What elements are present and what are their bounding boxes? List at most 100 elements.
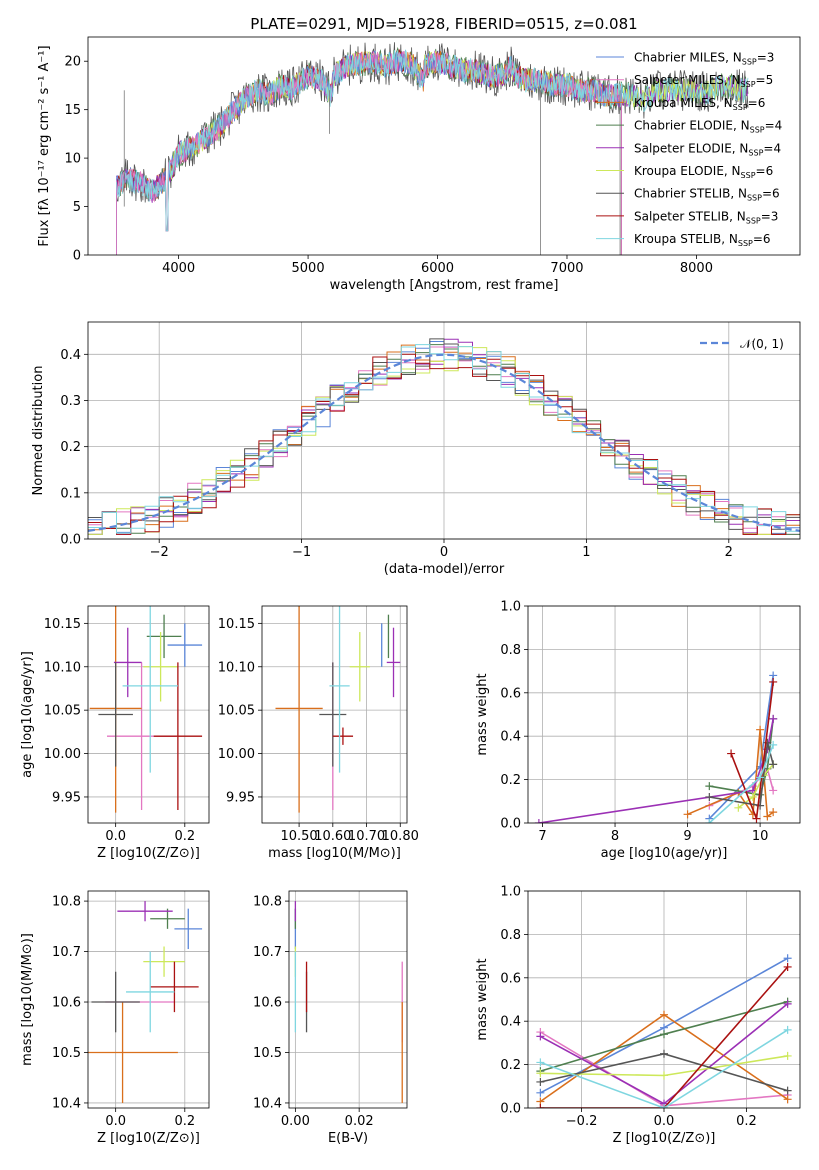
errorbar-point bbox=[91, 971, 140, 1033]
y-tick-label: 15 bbox=[64, 103, 81, 118]
errorbar-point bbox=[150, 908, 185, 929]
massweight-line bbox=[709, 718, 774, 796]
axes-frame bbox=[87, 36, 801, 256]
massweight-marker bbox=[705, 792, 714, 801]
massweight-marker bbox=[660, 1104, 668, 1108]
plot-area bbox=[534, 671, 778, 823]
errorbar-point bbox=[146, 614, 182, 659]
x-tick-label: 0.2 bbox=[174, 1114, 195, 1129]
y-tick-label: 1.0 bbox=[500, 885, 521, 900]
legend-entry: Salpeter ELODIE, NSSP=4 bbox=[634, 141, 781, 157]
y-tick-label: 10.00 bbox=[218, 747, 255, 762]
histogram-step bbox=[88, 338, 800, 530]
massweight-marker bbox=[769, 786, 778, 795]
x-tick-label: 8 bbox=[611, 829, 619, 844]
massweight-marker bbox=[783, 1025, 792, 1034]
errorbar-point bbox=[275, 606, 323, 813]
y-tick-label: 0.8 bbox=[500, 928, 521, 943]
massweight-marker bbox=[756, 773, 765, 782]
x-tick-label: 0.0 bbox=[105, 829, 126, 844]
massweight-marker bbox=[769, 714, 778, 723]
spectrum-line-chabrier-miles bbox=[116, 50, 622, 255]
x-axis-label: mass [log10(M/M⊙)] bbox=[268, 846, 401, 861]
legend-entry: Salpeter STELIB, NSSP=3 bbox=[634, 209, 778, 225]
massweight-marker bbox=[660, 1010, 668, 1019]
massweight-marker bbox=[763, 812, 772, 821]
y-tick-label: 0.0 bbox=[500, 817, 521, 832]
massweight-marker bbox=[783, 1051, 792, 1060]
massweight-line bbox=[538, 718, 774, 823]
y-tick-label: 0.8 bbox=[500, 643, 521, 658]
plot-area bbox=[89, 606, 203, 813]
x-tick-label: −1 bbox=[292, 545, 311, 560]
y-tick-label: 0.2 bbox=[60, 440, 81, 455]
legend-entry: Kroupa STELIB, NSSP=6 bbox=[634, 232, 771, 248]
massweight-line bbox=[687, 729, 774, 819]
errorbar-point bbox=[117, 901, 173, 922]
errorbar-point bbox=[150, 961, 199, 1013]
errorbar-point bbox=[98, 662, 133, 767]
y-tick-label: 10.10 bbox=[44, 660, 81, 675]
massweight-marker bbox=[536, 1058, 545, 1067]
errorbar-point bbox=[174, 908, 203, 950]
x-axis-label: age [log10(age/yr)] bbox=[601, 846, 728, 861]
y-tick-label: 10.7 bbox=[52, 945, 81, 960]
y-axis-label: age [log10(age/yr)] bbox=[20, 651, 35, 778]
chart-age_vs_Z: 0.0 0.2 9.95 10.00 10.05 10.10 10.15 Z [log10(Z… bbox=[20, 605, 210, 861]
legend-entry: Kroupa ELODIE, NSSP=6 bbox=[634, 164, 773, 180]
plot-area bbox=[88, 901, 203, 1103]
massweight-marker bbox=[683, 810, 692, 819]
y-tick-label: 10.8 bbox=[253, 895, 282, 910]
y-tick-label: 0.1 bbox=[60, 486, 81, 501]
x-tick-label: −0.2 bbox=[566, 1114, 598, 1129]
x-tick-label: 10.70 bbox=[348, 829, 385, 844]
y-tick-label: 10 bbox=[64, 152, 81, 167]
massweight-marker bbox=[748, 792, 757, 801]
x-tick-label: 8000 bbox=[680, 261, 713, 276]
errorbar-point bbox=[167, 623, 203, 667]
axes-frame bbox=[87, 321, 801, 540]
plot-area bbox=[116, 42, 749, 255]
axes-frame bbox=[87, 605, 210, 824]
y-tick-label: 10.6 bbox=[253, 996, 282, 1011]
massweight-marker bbox=[769, 808, 778, 817]
massweight-marker bbox=[536, 1069, 545, 1078]
errorbar-point bbox=[122, 606, 178, 773]
histogram-step bbox=[88, 338, 800, 535]
x-tick-label: 0.0 bbox=[654, 1114, 675, 1129]
errorbar-point bbox=[113, 627, 142, 698]
x-tick-label: 9 bbox=[683, 829, 691, 844]
y-axis-label: mass [log10(M/M⊙)] bbox=[20, 933, 35, 1066]
y-tick-label: 10.10 bbox=[218, 660, 255, 675]
y-tick-label: 0.4 bbox=[500, 730, 521, 745]
y-tick-label: 10.5 bbox=[253, 1046, 282, 1061]
plot-area bbox=[536, 954, 792, 1108]
y-tick-label: 10.15 bbox=[44, 617, 81, 632]
chart-massweight_vs_age: 7 8 9 10 0.0 0.2 0.4 0.6 0.8 1.0 age [log10(age/yr… bbox=[475, 600, 801, 861]
errorbar-point bbox=[332, 727, 354, 745]
y-axis-label: mass weight bbox=[475, 958, 490, 1040]
y-tick-label: 10.4 bbox=[253, 1096, 282, 1111]
y-tick-label: 0.0 bbox=[60, 533, 81, 548]
y-tick-label: 0.4 bbox=[60, 348, 81, 363]
legend-entry: Chabrier ELODIE, NSSP=4 bbox=[634, 119, 782, 135]
errorbar-point bbox=[319, 662, 347, 767]
massweight-marker bbox=[536, 1032, 545, 1041]
massweight-marker bbox=[783, 1095, 792, 1104]
x-axis-label: Z [log10(Z/Z⊙)] bbox=[613, 1131, 716, 1146]
spectrum-line-kroupa-stelib bbox=[116, 49, 749, 232]
errorbar-point bbox=[153, 662, 203, 810]
y-tick-label: 10.8 bbox=[52, 895, 81, 910]
x-axis-label: E(B-V) bbox=[328, 1131, 368, 1146]
errorbar-point bbox=[88, 1002, 178, 1103]
x-tick-label: 1 bbox=[582, 545, 590, 560]
x-tick-label: 5000 bbox=[292, 261, 325, 276]
massweight-marker bbox=[783, 962, 792, 971]
y-tick-label: 0.2 bbox=[500, 1058, 521, 1073]
y-tick-label: 10.05 bbox=[218, 704, 255, 719]
massweight-marker bbox=[734, 803, 743, 812]
x-axis-label: Z [log10(Z/Z⊙)] bbox=[97, 1131, 200, 1146]
massweight-marker bbox=[660, 1049, 668, 1058]
massweight-marker bbox=[660, 1030, 668, 1039]
